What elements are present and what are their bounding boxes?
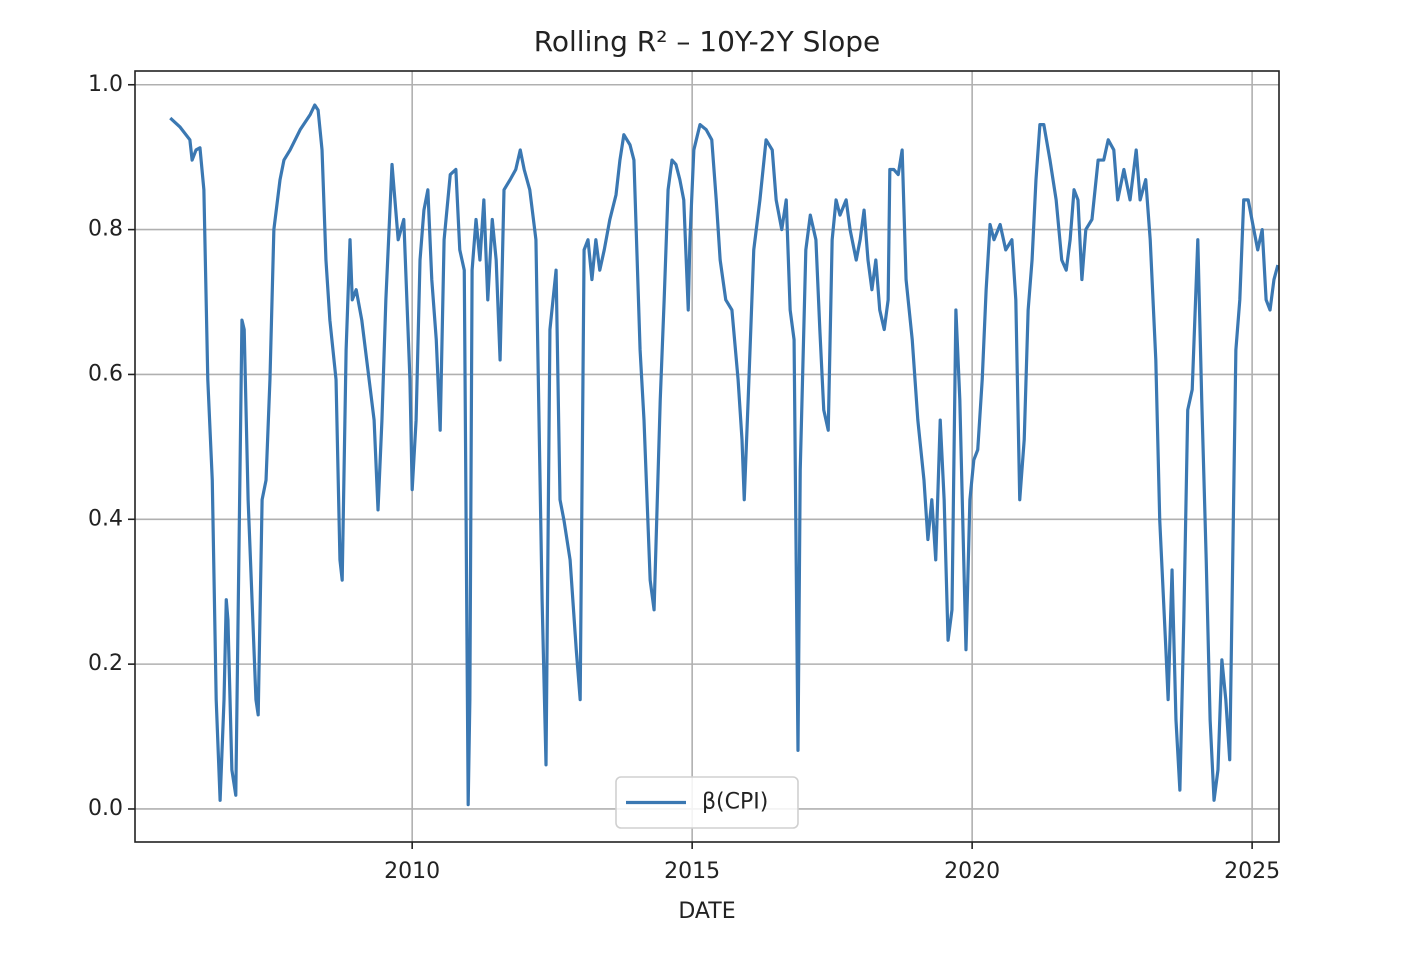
chart-title: Rolling R² – 10Y-2Y Slope <box>534 25 881 58</box>
y-tick-label: 1.0 <box>88 72 123 97</box>
x-tick-label: 2025 <box>1224 859 1280 884</box>
legend: β(CPI) <box>615 776 799 829</box>
y-tick-label: 0.4 <box>88 506 123 531</box>
x-axis-label: DATE <box>678 899 735 924</box>
legend-label: β(CPI) <box>702 790 768 815</box>
plot-frame <box>134 70 1280 843</box>
data-line <box>169 103 1280 807</box>
y-tick-label: 0.2 <box>88 651 123 676</box>
legend-box <box>615 776 799 829</box>
y-tick-label: 0.0 <box>88 796 123 821</box>
x-tick-label: 2015 <box>664 859 720 884</box>
y-tick-label: 0.6 <box>88 361 123 386</box>
x-tick-label: 2020 <box>944 859 1000 884</box>
x-tick-label: 2010 <box>384 859 440 884</box>
y-tick-label: 0.8 <box>88 217 123 242</box>
